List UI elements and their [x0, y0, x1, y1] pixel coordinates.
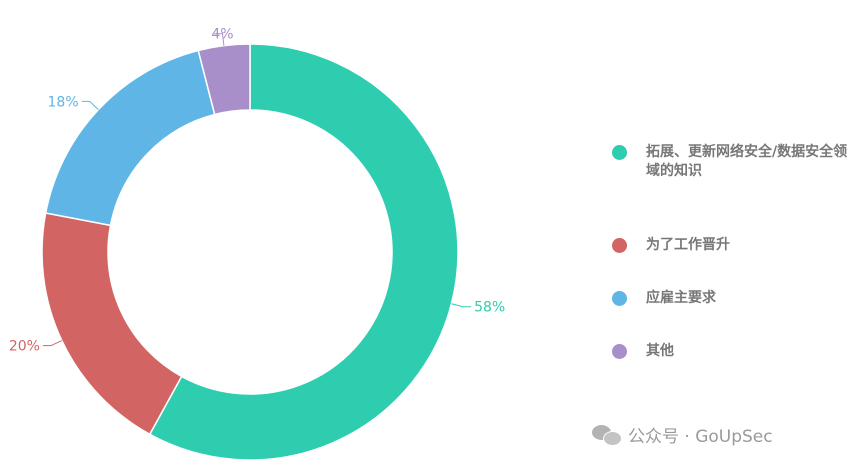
legend-item[interactable]: 其他: [612, 342, 862, 361]
watermark-text: 公众号 · GoUpSec: [628, 427, 773, 447]
watermark: 公众号 · GoUpSec: [592, 422, 773, 447]
donut-slice[interactable]: [197, 43, 251, 116]
leader-line: [81, 100, 99, 110]
legend-marker: [612, 145, 627, 160]
donut-slice[interactable]: [44, 49, 216, 227]
legend-label: 应雇主要求: [646, 290, 716, 306]
leader-line: [451, 303, 472, 308]
leader-line: [214, 33, 225, 46]
legend-item[interactable]: 应雇主要求: [612, 289, 862, 308]
leader-line: [42, 340, 63, 347]
slices-layer: [41, 43, 459, 461]
percentage-label: 58%: [474, 300, 505, 316]
legend-marker: [612, 344, 627, 359]
legend-item[interactable]: 为了工作晋升: [612, 236, 862, 255]
labels-layer: 58% 20% 18% 4%: [9, 27, 505, 355]
donut-slice[interactable]: [41, 212, 183, 436]
legend-item[interactable]: 拓展、更新网络安全/数据安全领域的知识: [612, 143, 862, 181]
legend-label: 拓展、更新网络安全/数据安全领域的知识: [646, 144, 848, 179]
legend-label: 为了工作晋升: [646, 237, 730, 253]
percentage-label: 20%: [9, 339, 40, 355]
percentage-label: 4%: [211, 27, 233, 43]
donut-slice[interactable]: [148, 43, 459, 461]
wechat-icon: [592, 423, 622, 447]
legend-marker: [612, 291, 627, 306]
percentage-label: 18%: [48, 94, 79, 110]
legend-marker: [612, 238, 627, 253]
legend-label: 其他: [646, 343, 674, 359]
